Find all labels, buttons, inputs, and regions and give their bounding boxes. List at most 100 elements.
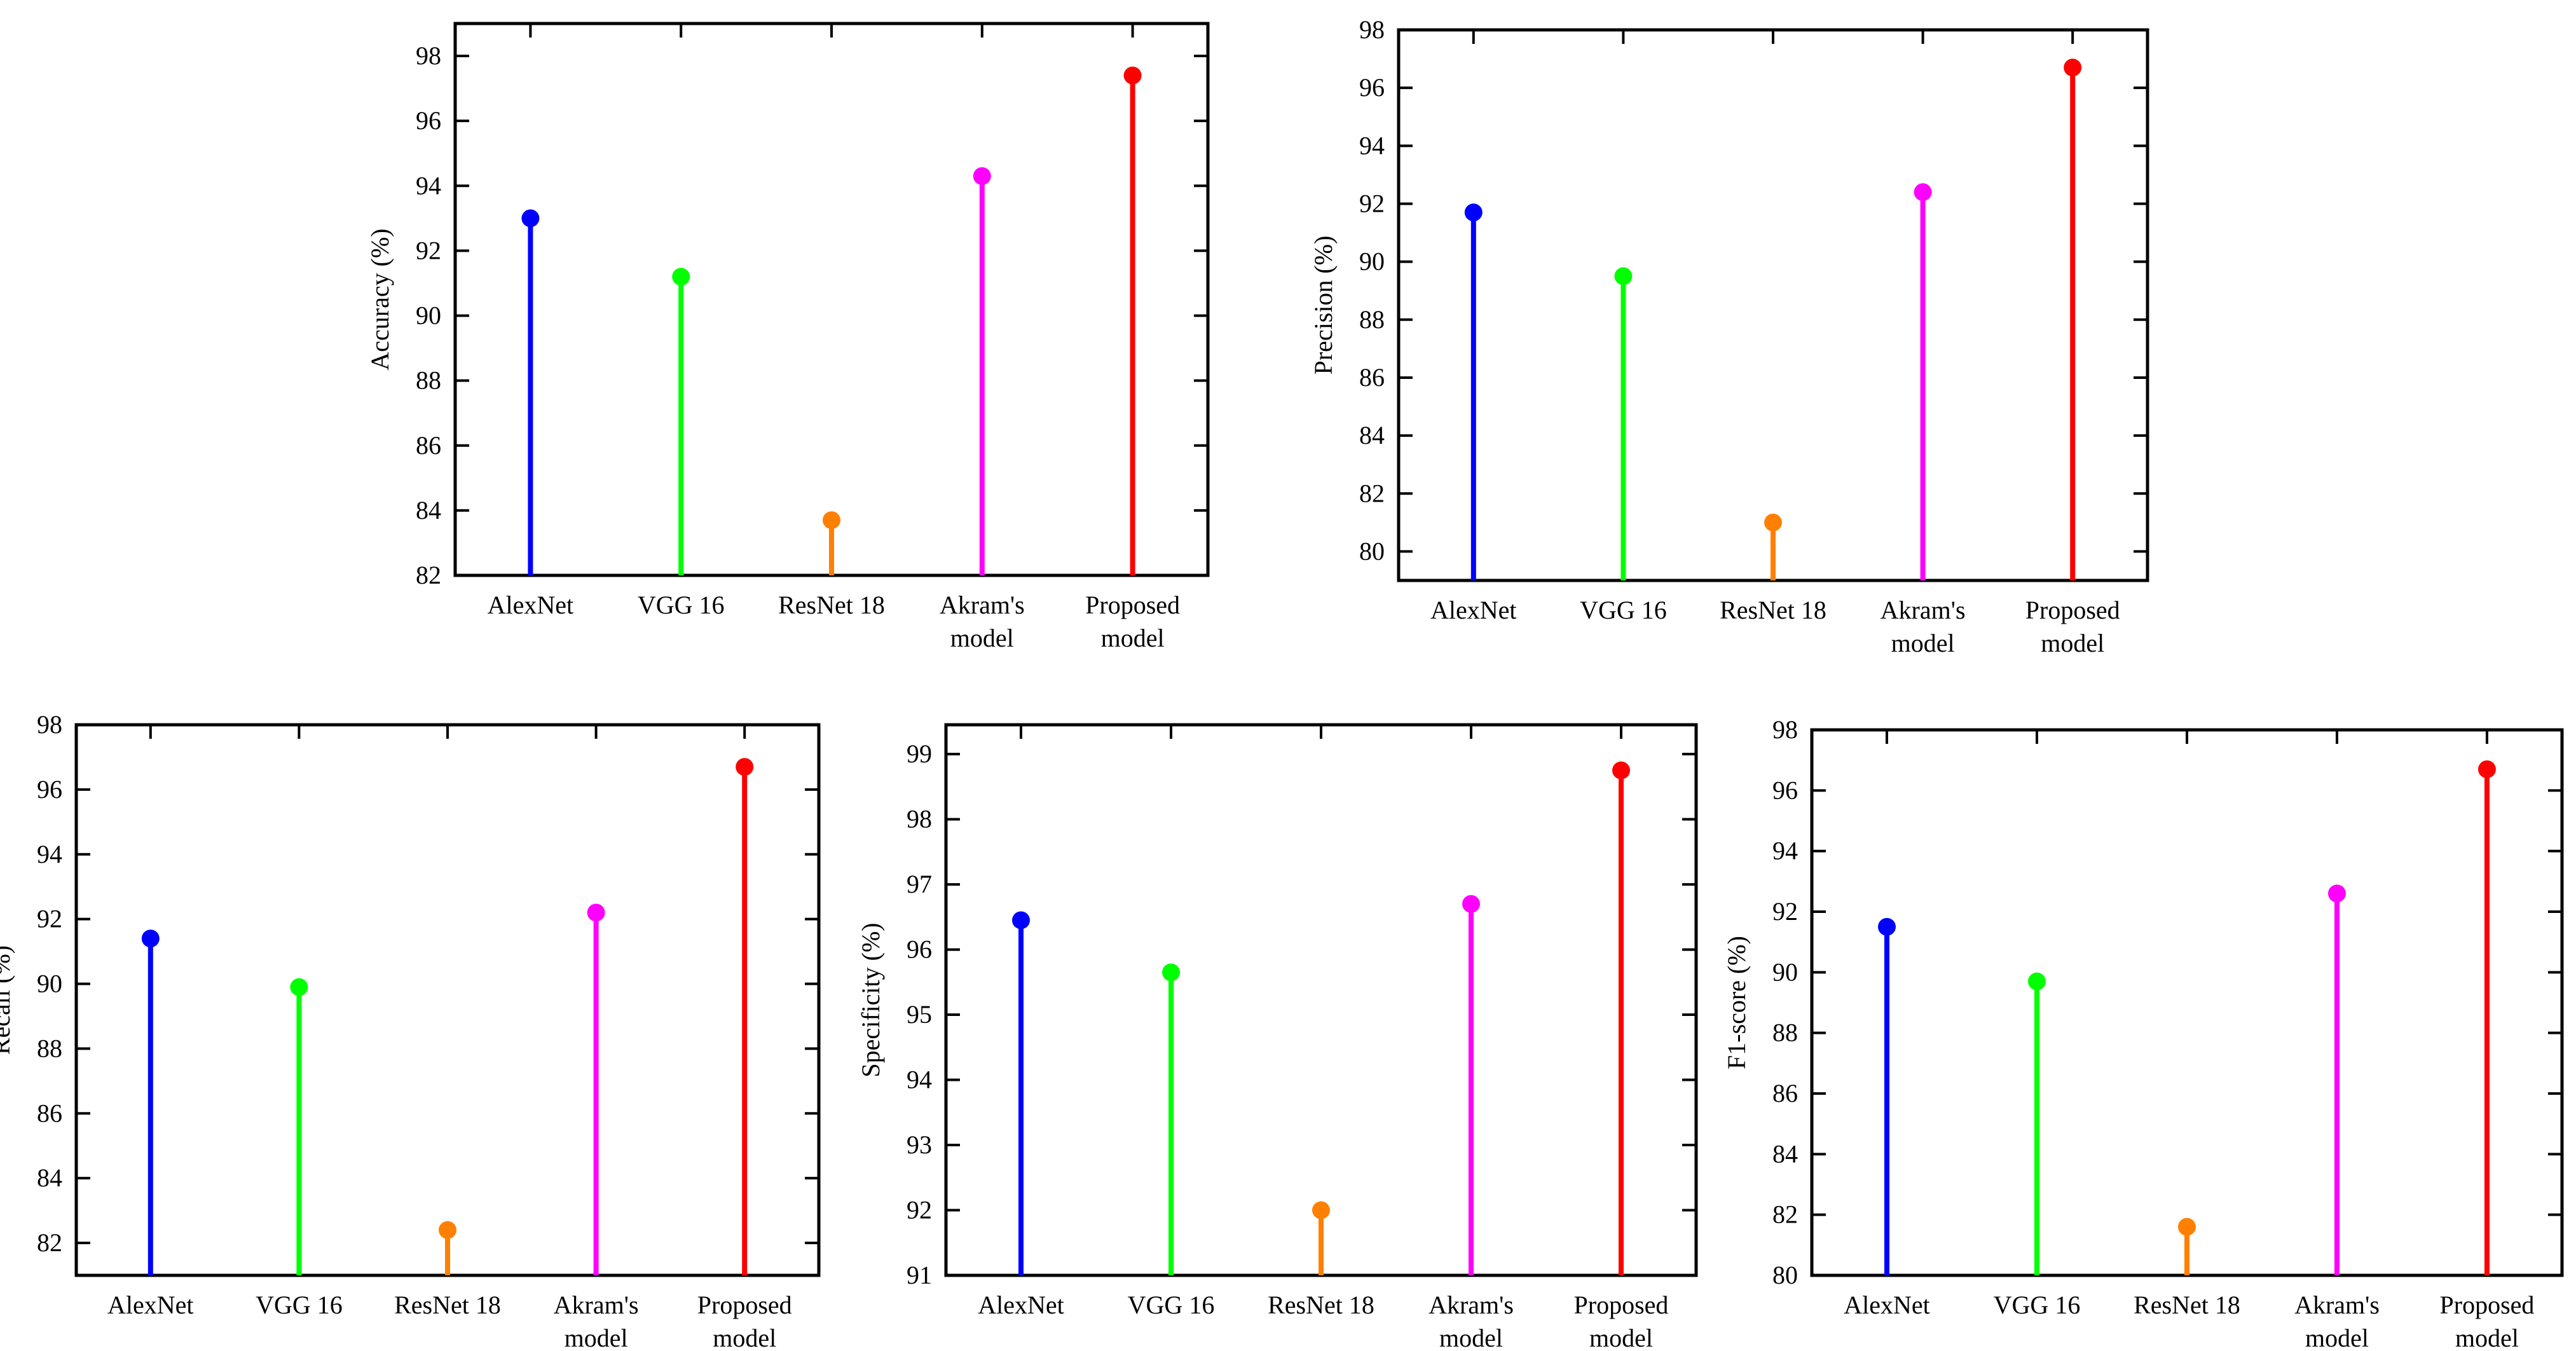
- plot-frame-f1score: [1810, 728, 2564, 1277]
- plot-frame-accuracy: [453, 22, 1210, 577]
- y-tick-label-f1score-92: 92: [1772, 897, 1798, 926]
- y-tick-label-f1score-88: 88: [1772, 1018, 1798, 1047]
- marker-recall-alexnet: [141, 929, 160, 948]
- x-category-label-f1score-0: AlexNet: [1844, 1291, 1930, 1319]
- x-category-label-recall-3-line0: Akram's: [554, 1291, 639, 1319]
- marker-specificity-proposed: [1612, 761, 1630, 779]
- marker-recall-proposed: [736, 758, 754, 776]
- y-tick-label-precision-90: 90: [1359, 247, 1385, 276]
- x-category-label-recall-2: ResNet 18: [394, 1291, 501, 1319]
- y-tick-label-precision-94: 94: [1359, 131, 1385, 160]
- chart-accuracy: 82 84 86 88 90 92 94 96 98 Accuracy (%) AlexNet VGG…: [366, 22, 1210, 652]
- marker-accuracy-vgg16: [672, 268, 690, 286]
- x-category-label-recall-1: VGG 16: [256, 1291, 343, 1319]
- y-tick-label-recall-88: 88: [37, 1034, 62, 1062]
- marker-accuracy-resnet18: [823, 511, 840, 530]
- plot-frame-precision: [1397, 28, 2149, 582]
- y-axis-label-accuracy: Accuracy (%): [366, 228, 394, 370]
- y-tick-label-recall-90: 90: [37, 970, 62, 998]
- x-category-label-specificity-1: VGG 16: [1128, 1291, 1215, 1319]
- x-category-label-accuracy-1: VGG 16: [638, 591, 725, 619]
- x-category-label-f1score-3-line1: model: [2305, 1324, 2369, 1351]
- x-category-label-accuracy-4-line1: model: [1101, 624, 1165, 652]
- marker-specificity-alexnet: [1012, 911, 1030, 929]
- y-tick-label-precision-98: 98: [1359, 15, 1385, 44]
- marker-f1score-resnet18: [2178, 1217, 2196, 1236]
- x-category-label-specificity-3-line1: model: [1439, 1324, 1503, 1351]
- y-tick-label-accuracy-82: 82: [416, 561, 441, 589]
- x-category-label-recall-4-line0: Proposed: [697, 1291, 792, 1319]
- marker-recall-vgg16: [290, 978, 308, 996]
- x-category-label-precision-3-line1: model: [1891, 629, 1955, 657]
- x-category-label-accuracy-3-line0: Akram's: [940, 591, 1025, 619]
- marker-specificity-vgg16: [1162, 963, 1180, 982]
- marker-recall-akram: [587, 903, 605, 922]
- y-tick-label-precision-86: 86: [1359, 363, 1385, 392]
- y-tick-label-recall-92: 92: [37, 905, 62, 933]
- y-tick-label-specificity-96: 96: [907, 935, 932, 964]
- plot-frame-recall: [74, 723, 821, 1277]
- y-tick-label-precision-80: 80: [1359, 537, 1385, 565]
- marker-precision-alexnet: [1464, 203, 1483, 222]
- y-axis-label-precision: Precision (%): [1309, 236, 1338, 375]
- x-category-label-f1score-3-line0: Akram's: [2294, 1291, 2380, 1319]
- y-tick-label-f1score-98: 98: [1772, 715, 1798, 744]
- y-tick-label-specificity-95: 95: [907, 1000, 932, 1029]
- chart-specificity: 91 92 93 94 95 96 97 98 99 Specificity (%) AlexNet…: [856, 723, 1698, 1351]
- plot-frame-specificity: [944, 723, 1698, 1277]
- y-tick-label-precision-84: 84: [1359, 421, 1385, 449]
- marker-f1score-vgg16: [2028, 972, 2046, 991]
- y-tick-label-specificity-94: 94: [907, 1066, 932, 1094]
- y-tick-label-accuracy-90: 90: [416, 301, 441, 330]
- marker-precision-akram: [1914, 183, 1932, 202]
- y-tick-label-precision-92: 92: [1359, 189, 1385, 217]
- y-tick-label-recall-84: 84: [37, 1163, 62, 1192]
- y-tick-label-precision-96: 96: [1359, 73, 1385, 102]
- y-tick-label-specificity-98: 98: [907, 805, 932, 833]
- chart-recall: 82 84 86 88 90 92 94 96 98 Recall (%) AlexNet VGG 1…: [0, 710, 821, 1351]
- marker-f1score-proposed: [2478, 760, 2496, 778]
- marker-specificity-akram: [1462, 895, 1480, 913]
- x-category-label-precision-1: VGG 16: [1580, 596, 1667, 624]
- y-tick-label-accuracy-92: 92: [416, 236, 441, 264]
- x-category-label-accuracy-0: AlexNet: [488, 591, 574, 619]
- x-category-label-precision-2: ResNet 18: [1720, 596, 1826, 624]
- x-category-label-precision-4-line0: Proposed: [2025, 596, 2120, 624]
- y-tick-label-specificity-92: 92: [907, 1196, 932, 1224]
- chart-f1score: 80 82 84 86 88 90 92 94 96 98 F1-score (%) AlexNet V…: [1722, 715, 2564, 1351]
- y-tick-label-specificity-99: 99: [907, 739, 932, 768]
- y-tick-label-accuracy-84: 84: [416, 496, 441, 525]
- x-category-label-specificity-2: ResNet 18: [1268, 1291, 1374, 1319]
- marker-specificity-resnet18: [1312, 1201, 1330, 1219]
- y-tick-label-recall-82: 82: [37, 1228, 62, 1257]
- y-tick-label-f1score-84: 84: [1772, 1139, 1798, 1168]
- x-category-label-f1score-4-line1: model: [2455, 1324, 2519, 1351]
- x-category-label-f1score-1: VGG 16: [1994, 1291, 2081, 1319]
- x-category-label-specificity-4-line0: Proposed: [1574, 1291, 1669, 1319]
- y-tick-label-accuracy-96: 96: [416, 106, 441, 135]
- y-tick-label-f1score-90: 90: [1772, 957, 1798, 986]
- x-category-label-precision-3-line0: Akram's: [1881, 596, 1966, 624]
- y-tick-label-accuracy-88: 88: [416, 366, 441, 395]
- y-axis-label-recall: Recall (%): [0, 945, 15, 1055]
- y-tick-label-f1score-82: 82: [1772, 1200, 1798, 1229]
- marker-f1score-akram: [2328, 884, 2346, 903]
- x-category-label-specificity-4-line1: model: [1589, 1324, 1653, 1351]
- y-axis-label-f1score: F1-score (%): [1722, 936, 1751, 1069]
- y-tick-label-precision-88: 88: [1359, 305, 1385, 334]
- marker-accuracy-alexnet: [521, 209, 540, 228]
- x-category-label-recall-4-line1: model: [713, 1324, 776, 1351]
- marker-accuracy-akram: [973, 167, 991, 185]
- y-tick-label-specificity-91: 91: [907, 1261, 932, 1289]
- marker-recall-resnet18: [439, 1221, 456, 1239]
- y-tick-label-recall-94: 94: [37, 840, 62, 868]
- x-category-label-precision-0: AlexNet: [1430, 596, 1517, 624]
- y-tick-label-accuracy-86: 86: [416, 431, 441, 460]
- chart-precision: 80 82 84 86 88 90 92 94 96 98 Precision (%) AlexNet…: [1309, 15, 2149, 657]
- y-tick-label-precision-82: 82: [1359, 479, 1385, 507]
- y-tick-label-accuracy-98: 98: [416, 41, 441, 70]
- y-tick-label-accuracy-94: 94: [416, 171, 441, 200]
- marker-precision-vgg16: [1614, 267, 1633, 285]
- marker-precision-proposed: [2064, 58, 2082, 77]
